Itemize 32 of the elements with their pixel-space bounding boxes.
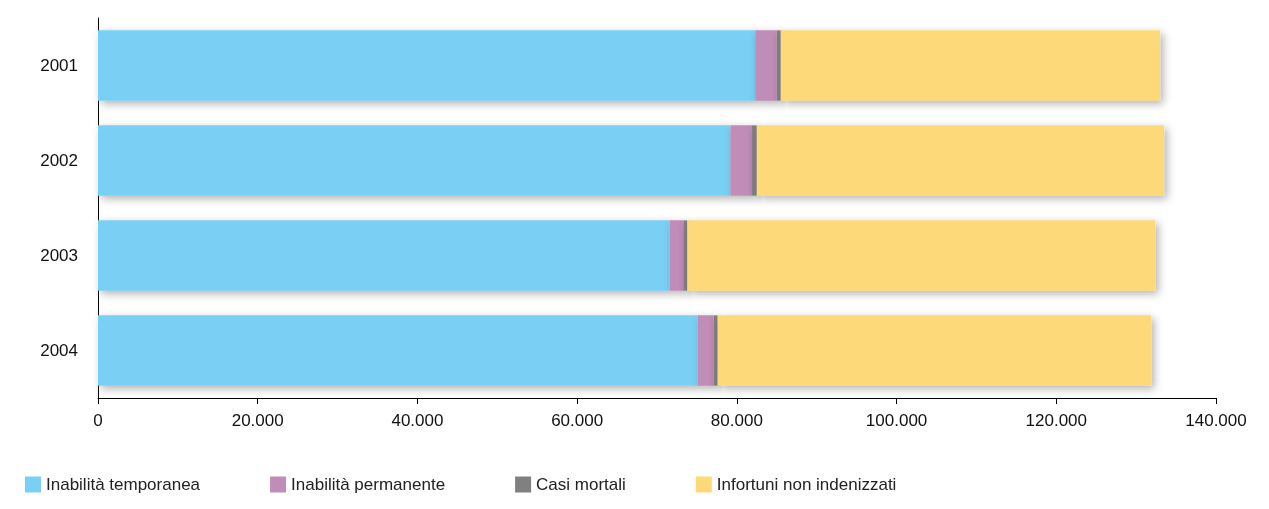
bar: [98, 315, 698, 386]
bar: [98, 30, 756, 101]
bar: [713, 315, 718, 386]
bar: [98, 125, 731, 196]
legend-label: Infortuni non indenizzati: [716, 475, 897, 494]
x-tick-label: 100.000: [865, 411, 928, 430]
bar: [730, 125, 753, 196]
x-tick-label: 120.000: [1025, 411, 1088, 430]
x-tick-label: 140.000: [1185, 411, 1247, 430]
x-tick-label: 20.000: [231, 411, 284, 430]
bar: [669, 220, 684, 291]
y-tick-label: 2001: [40, 56, 78, 75]
legend-label: Inabilità permanente: [291, 475, 446, 494]
legend-label: Casi mortali: [536, 475, 626, 494]
bar: [683, 220, 688, 291]
legend-label: Inabilità temporanea: [46, 475, 201, 494]
bar: [776, 30, 781, 101]
bar: [687, 220, 1156, 291]
x-tick-label: 80.000: [710, 411, 763, 430]
y-tick-label: 2004: [40, 341, 78, 360]
bar: [756, 125, 1165, 196]
bar: [752, 125, 757, 196]
y-tick-label: 2003: [40, 246, 78, 265]
x-tick-label: 40.000: [391, 411, 444, 430]
bar: [755, 30, 777, 101]
bar: [780, 30, 1161, 101]
x-tick-label: 0: [93, 411, 103, 430]
bar: [717, 315, 1152, 386]
y-tick-label: 2002: [40, 151, 78, 170]
bar: [697, 315, 714, 386]
x-tick-label: 60.000: [551, 411, 604, 430]
bar: [98, 220, 670, 291]
